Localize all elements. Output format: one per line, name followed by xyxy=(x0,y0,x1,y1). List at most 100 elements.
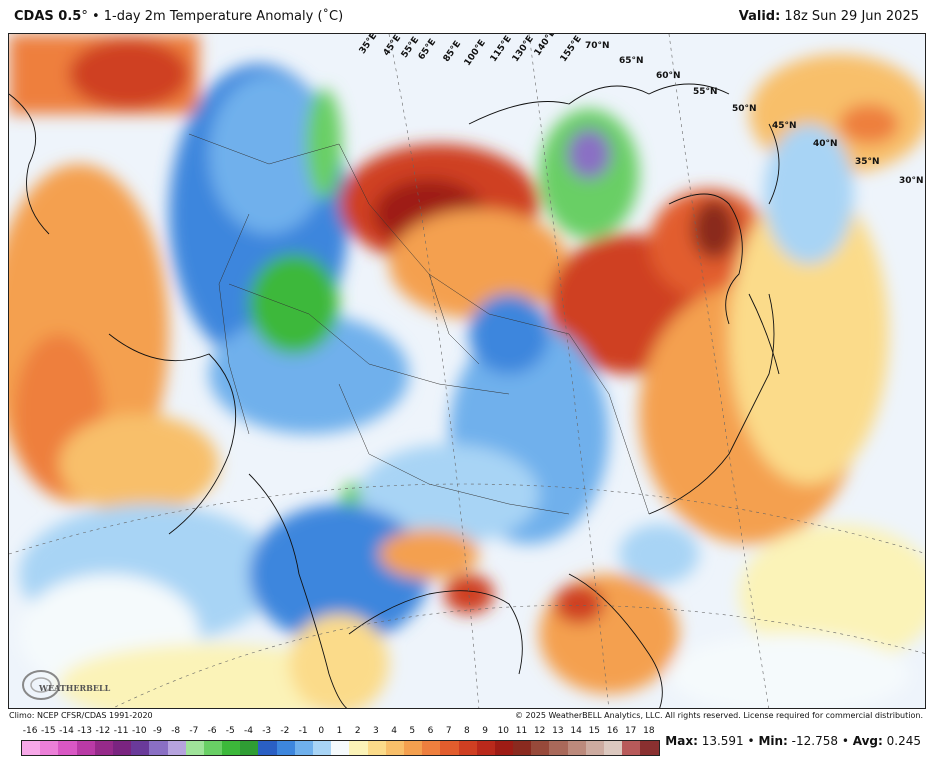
colorbar-tick-label: -12 xyxy=(95,726,111,736)
colorbar-swatch xyxy=(585,741,604,755)
colorbar-swatch xyxy=(276,741,295,755)
map-field xyxy=(9,34,925,708)
lat-label-70: 70°N xyxy=(585,41,610,51)
colorbar-tick-label: 15 xyxy=(588,726,601,736)
colorbar-tick-label: -2 xyxy=(280,726,290,736)
colorbar-swatch xyxy=(331,741,350,755)
lat-label-50: 50°N xyxy=(732,104,757,114)
colorbar-tick-label: -15 xyxy=(40,726,56,736)
colorbar-tick-label: 11 xyxy=(515,726,528,736)
colorbar-tick-label: 5 xyxy=(409,726,416,736)
lat-label-55: 55°N xyxy=(693,87,718,97)
colorbar-swatch xyxy=(567,741,586,755)
anomaly-map: 70°N 65°N 60°N 55°N 50°N 45°N 40°N 35°N … xyxy=(8,33,926,709)
stats-separator: • xyxy=(841,734,849,748)
min-value: -12.758 xyxy=(791,734,838,748)
colorbar-swatch xyxy=(94,741,113,755)
colorbar-swatch xyxy=(149,741,168,755)
colorbar-tick-label: -4 xyxy=(244,726,253,736)
colorbar-tick-label: 17 xyxy=(624,726,637,736)
colorbar-swatch xyxy=(494,741,514,755)
logo-swirl-icon xyxy=(22,670,60,700)
min-label: Min: xyxy=(758,734,788,748)
logo-text: WEATHERBELL xyxy=(39,683,111,693)
colorbar-swatch xyxy=(549,741,568,755)
model-name: CDAS 0.5 xyxy=(14,9,82,24)
colorbar-swatch xyxy=(167,741,186,755)
colorbar-swatch xyxy=(258,741,277,755)
colorbar-tick-label: 8 xyxy=(464,726,470,736)
lat-label-60: 60°N xyxy=(656,71,681,81)
colorbar-swatch xyxy=(222,741,241,755)
lat-label-65: 65°N xyxy=(619,56,644,66)
map-title: CDAS 0.5° • 1-day 2m Temperature Anomaly… xyxy=(14,9,343,24)
avg-label: Avg: xyxy=(852,734,883,748)
colorbar-swatch xyxy=(294,741,313,755)
colorbar-tick-label: 12 xyxy=(533,726,546,736)
valid-label: Valid: xyxy=(738,9,781,24)
lat-label-35: 35°N xyxy=(855,157,880,167)
avg-value: 0.245 xyxy=(886,734,921,748)
colorbar-swatch xyxy=(58,741,77,755)
colorbar-tick-label: 14 xyxy=(570,726,582,736)
colorbar-tick-label: -5 xyxy=(225,726,235,736)
valid-value: 18z Sun 29 Jun 2025 xyxy=(784,9,919,24)
coastlines xyxy=(9,83,780,708)
colorbar-tick-label: -13 xyxy=(77,726,93,736)
colorbar-tick-label: -6 xyxy=(207,726,217,736)
colorbar-tick-label: 1 xyxy=(336,726,343,736)
header: CDAS 0.5° • 1-day 2m Temperature Anomaly… xyxy=(0,0,935,32)
colorbar-swatch xyxy=(203,741,223,755)
colorbar-swatch xyxy=(403,741,423,755)
copyright: © 2025 WeatherBELL Analytics, LLC. All r… xyxy=(515,711,923,720)
climo-source: Climo: NCEP CFSR/CDAS 1991-2020 xyxy=(9,711,153,720)
colorbar-tick-label: -1 xyxy=(298,726,308,736)
stats-summary: Max: 13.591 • Min: -12.758 • Avg: 0.245 xyxy=(665,734,921,748)
colorbar-swatch xyxy=(313,741,332,755)
degree-symbol: ° xyxy=(81,9,88,24)
colorbar-tick-label: 16 xyxy=(606,726,619,736)
valid-time: Valid: 18z Sun 29 Jun 2025 xyxy=(739,9,919,24)
max-value: 13.591 xyxy=(701,734,744,748)
graticule xyxy=(9,34,925,708)
colorbar-swatch xyxy=(476,741,495,755)
stats-separator: • xyxy=(747,734,755,748)
colorbar-tick-label: -9 xyxy=(153,726,162,736)
colorbar xyxy=(21,740,660,756)
colorbar-swatch xyxy=(349,741,368,755)
colorbar-tick-label: 18 xyxy=(643,726,655,736)
colorbar-swatch xyxy=(240,741,259,755)
colorbar-tick-label: 13 xyxy=(552,726,564,736)
weatherbell-logo: WEATHERBELL xyxy=(19,664,110,706)
borders xyxy=(188,133,650,515)
colorbar-tick-label: 0 xyxy=(318,726,325,736)
colorbar-swatch xyxy=(131,741,150,755)
colorbar-swatch xyxy=(185,741,204,755)
colorbar-tick-label: -14 xyxy=(59,726,74,736)
lat-label-45: 45°N xyxy=(772,121,797,131)
colorbar-swatch xyxy=(385,741,404,755)
colorbar-tick-label: -8 xyxy=(171,726,181,736)
colorbar-tick-label: 3 xyxy=(373,726,379,736)
lat-label-30: 30°N xyxy=(899,176,924,186)
colorbar-tick-label: 2 xyxy=(354,726,361,736)
colorbar-swatch xyxy=(76,741,95,755)
colorbar-swatch xyxy=(531,741,550,755)
colorbar-swatch xyxy=(367,741,386,755)
colorbar-swatch xyxy=(22,741,41,755)
colorbar-tick-label: 4 xyxy=(391,726,397,736)
colorbar-tick-label: -3 xyxy=(262,726,272,736)
colorbar-tick-label: 7 xyxy=(445,726,452,736)
colorbar-swatch xyxy=(622,741,641,755)
colorbar-swatch xyxy=(458,741,477,755)
colorbar-tick-label: -10 xyxy=(131,726,147,736)
colorbar-swatch xyxy=(422,741,441,755)
colorbar-swatch xyxy=(513,741,532,755)
max-label: Max: xyxy=(665,734,698,748)
lat-label-40: 40°N xyxy=(813,139,838,149)
colorbar-tick-label: -16 xyxy=(22,726,38,736)
colorbar-tick-label: 9 xyxy=(482,726,488,736)
colorbar-swatch xyxy=(604,741,623,755)
product-description: • 1-day 2m Temperature Anomaly (˚C) xyxy=(91,9,344,24)
colorbar-tick-label: 6 xyxy=(427,726,434,736)
